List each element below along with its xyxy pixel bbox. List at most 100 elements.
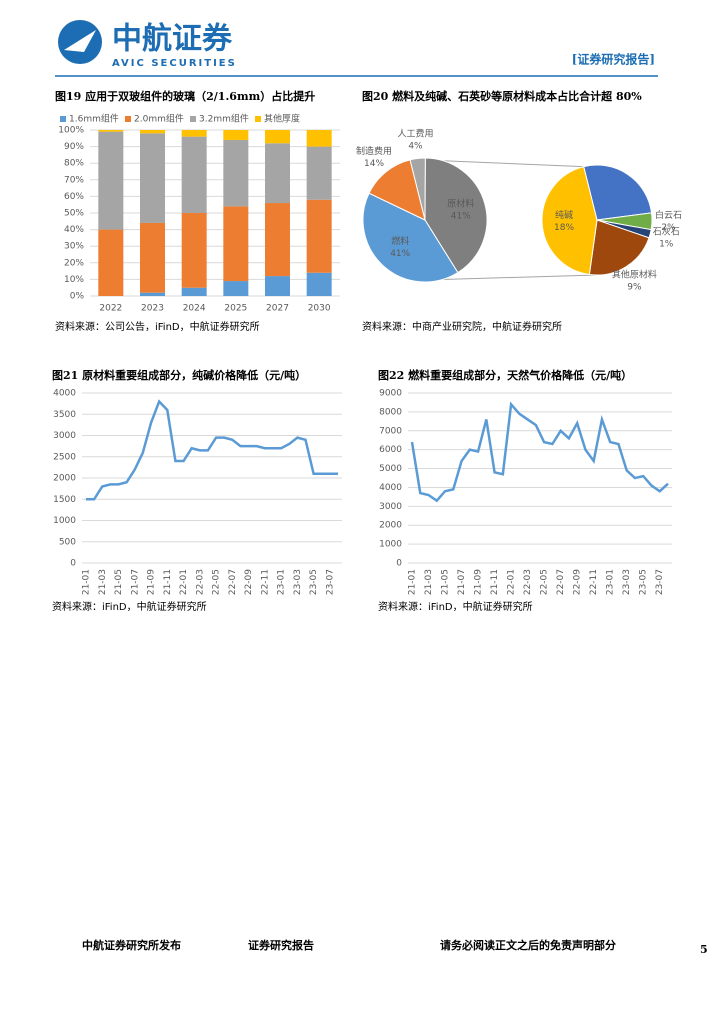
y-tick-label: 0 — [70, 559, 76, 569]
pie-slice — [362, 192, 459, 283]
x-tick-label: 23-07 — [655, 569, 665, 595]
bar-segment — [98, 229, 124, 296]
x-tick-label: 21-09 — [474, 569, 484, 595]
x-tick-label: 2024 — [183, 304, 206, 314]
x-tick-label: 22-11 — [589, 569, 599, 595]
legend-label: 1.6mm组件 — [69, 113, 119, 125]
legend-label: 3.2mm组件 — [199, 113, 249, 125]
bar-segment — [140, 222, 165, 293]
slice-label: 人工费用 — [397, 127, 433, 139]
y-tick-label: 2000 — [53, 474, 76, 484]
y-tick-label: 0 — [396, 559, 402, 569]
bar-segment — [223, 206, 249, 282]
y-tick-label: 4000 — [379, 483, 402, 493]
figure-title: 图22 燃料重要组成部分，天然气价格降低（元/吨） — [378, 368, 632, 382]
x-tick-label: 21-09 — [147, 569, 157, 595]
x-tick-label: 21-03 — [424, 569, 434, 595]
x-tick-label: 2025 — [224, 304, 247, 314]
x-tick-label: 21-01 — [408, 569, 418, 595]
figure-title: 图20 燃料及纯碱、石英砂等原材料成本占比合计超 80% — [362, 89, 642, 103]
bar-segment — [98, 131, 124, 230]
figure-source: 资料来源：公司公告，iFinD，中航证券研究所 — [55, 320, 260, 333]
x-tick-label: 2022 — [99, 304, 122, 314]
x-tick-label: 22-01 — [179, 569, 189, 595]
x-tick-label: 21-07 — [457, 569, 467, 595]
slice-label: 原材料 — [447, 197, 474, 209]
bar-segment — [140, 292, 165, 296]
x-tick-label: 23-07 — [325, 569, 335, 595]
legend-label: 其他厚度 — [264, 113, 300, 125]
y-tick-label: 9000 — [379, 389, 402, 399]
y-tick-label: 7000 — [379, 426, 402, 436]
bar-segment — [181, 130, 207, 137]
figure-source: 资料来源：iFinD，中航证券研究所 — [378, 600, 533, 613]
bar-segment — [181, 287, 207, 296]
y-tick-label: 0% — [70, 292, 85, 302]
slice-label: 制造费用 — [356, 145, 392, 157]
legend-label: 2.0mm组件 — [134, 113, 184, 125]
y-tick-label: 90% — [64, 142, 84, 152]
x-tick-label: 21-01 — [82, 569, 92, 595]
x-tick-label: 21-11 — [490, 569, 500, 595]
bar-segment — [98, 130, 124, 132]
x-tick-label: 2023 — [141, 304, 164, 314]
bar-segment — [181, 136, 207, 213]
y-tick-label: 2500 — [53, 452, 76, 462]
y-tick-label: 1000 — [53, 516, 76, 526]
bar-segment — [265, 130, 290, 144]
line-series — [86, 399, 338, 501]
bar-segment — [223, 281, 249, 296]
x-tick-label: 22-05 — [212, 569, 222, 595]
x-tick-label: 22-03 — [195, 569, 205, 595]
y-tick-label: 6000 — [379, 445, 402, 455]
x-tick-label: 22-07 — [556, 569, 566, 595]
bar-segment — [306, 130, 332, 147]
connector — [424, 159, 593, 168]
figure-title: 图21 原材料重要组成部分，纯碱价格降低（元/吨） — [52, 368, 306, 382]
x-tick-label: 22-09 — [573, 569, 583, 595]
slice-value-label: 4% — [408, 141, 423, 151]
slice-value-label: 14% — [364, 159, 384, 169]
y-tick-label: 2000 — [379, 521, 402, 531]
y-tick-label: 30% — [64, 242, 84, 252]
page-number: 5 — [700, 943, 708, 956]
slice-label: 白云石 — [655, 209, 682, 221]
y-tick-label: 20% — [64, 258, 84, 268]
slice-label: 石灰石 — [653, 225, 680, 237]
x-tick-label: 2027 — [266, 304, 289, 314]
y-tick-label: 1000 — [379, 540, 402, 550]
x-tick-label: 21-03 — [98, 569, 108, 595]
logo: 中航证券 AVIC SECURITIES — [58, 20, 237, 69]
y-tick-label: 3000 — [379, 502, 402, 512]
y-tick-label: 8000 — [379, 407, 402, 417]
slice-value-label: 18% — [554, 223, 574, 233]
legend-swatch — [60, 116, 66, 122]
y-tick-label: 80% — [64, 159, 84, 169]
x-tick-label: 21-11 — [163, 569, 173, 595]
pie-slice — [588, 219, 650, 276]
bar-segment — [265, 203, 290, 277]
x-tick-label: 21-05 — [114, 569, 124, 595]
bar-segment — [223, 139, 249, 207]
footer-disclaimer: 请务必阅读正文之后的免责声明部分 — [440, 938, 616, 952]
x-tick-label: 22-01 — [507, 569, 517, 595]
legend-swatch — [125, 116, 131, 122]
y-tick-label: 70% — [64, 175, 84, 185]
bar-segment — [306, 199, 332, 273]
x-tick-label: 22-09 — [244, 569, 254, 595]
footer-publisher: 中航证券研究所发布 — [82, 938, 181, 952]
x-tick-label: 23-05 — [639, 569, 649, 595]
slice-value-label: 41% — [451, 211, 471, 221]
y-tick-label: 500 — [59, 537, 76, 547]
y-tick-label: 4000 — [53, 389, 76, 399]
logo-en: AVIC SECURITIES — [112, 58, 237, 69]
y-tick-label: 60% — [64, 192, 84, 202]
bar-segment — [140, 133, 165, 223]
bar-segment — [265, 276, 290, 296]
legend-swatch — [190, 116, 196, 122]
slice-value-label: 1% — [659, 239, 674, 249]
slice-label: 燃料 — [391, 235, 409, 247]
x-tick-label: 22-05 — [540, 569, 550, 595]
x-tick-label: 22-03 — [523, 569, 533, 595]
